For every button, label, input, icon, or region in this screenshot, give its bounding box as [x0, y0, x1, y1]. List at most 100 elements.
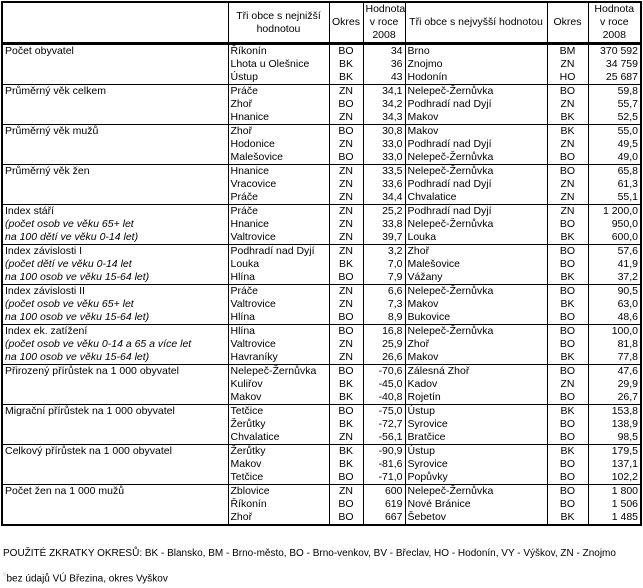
- low-district: BO: [328, 43, 364, 58]
- low-municipality: Hlína: [227, 271, 330, 285]
- low-value: 25,9: [362, 338, 406, 351]
- low-municipality: Práče: [227, 204, 330, 218]
- low-municipality: Říkonín: [227, 498, 330, 511]
- low-municipality: Práče: [227, 284, 330, 298]
- low-value: 34,3: [362, 111, 406, 125]
- low-value: 33,0: [362, 151, 406, 165]
- high-district: BK: [546, 298, 589, 311]
- high-district: BO: [546, 244, 589, 258]
- low-municipality: Práče: [227, 191, 330, 205]
- low-district: BK: [328, 58, 364, 71]
- indicator-label: Počet žen na 1 000 mužů: [1, 484, 229, 498]
- low-district: ZN: [328, 204, 364, 218]
- high-municipality: Šebetov: [404, 511, 548, 526]
- high-value: 49,5: [587, 138, 642, 151]
- indicator-description: [1, 378, 229, 391]
- low-value: 619: [362, 498, 406, 511]
- low-value: 8,9: [362, 311, 406, 325]
- high-value: 1 506: [587, 498, 642, 511]
- indicator-label: Index závislosti I: [1, 244, 229, 258]
- low-district: ZN: [328, 218, 364, 231]
- indicator-label: Index stáří: [1, 204, 229, 218]
- high-municipality: Syrovice: [404, 418, 548, 431]
- high-district: BK: [546, 404, 589, 418]
- low-value: 43: [362, 71, 406, 85]
- high-municipality: Podhradí nad Dyjí: [404, 138, 548, 151]
- table-row: Přirozený přírůstek na 1 000 obyvatel Nel…: [1, 364, 642, 378]
- high-district: BK: [546, 124, 589, 138]
- header-high-name: Tři obce s nejvyšší hodnotou: [404, 2, 548, 45]
- indicator-label: Migrační přírůstek na 1 000 obyvatel: [1, 404, 229, 418]
- low-district: BK: [328, 444, 364, 458]
- table-row: (počet osob ve věku 0-14 a 65 a více let…: [1, 338, 642, 351]
- high-district: BK: [546, 444, 589, 458]
- high-value: 1 800: [587, 484, 642, 498]
- low-municipality: Zblovice: [227, 484, 330, 498]
- low-district: BK: [328, 391, 364, 405]
- low-value: 34: [362, 43, 406, 58]
- table-row: na 100 dětí ve věku 0-14 let) Valtrovice Z…: [1, 231, 642, 245]
- high-value: 52,5: [587, 111, 642, 125]
- high-district: BO: [546, 258, 589, 271]
- table-row: Kuliřov BK -45,0 Kadov ZN 29,9: [1, 378, 642, 391]
- high-value: 950,0: [587, 218, 642, 231]
- high-municipality: Zhoř: [404, 338, 548, 351]
- low-value: 6,6: [362, 284, 406, 298]
- indicator-description: (počet osob ve věku 65+ let: [1, 218, 229, 231]
- indicator-description: [1, 511, 229, 526]
- header-low-name: Tři obce s nejnižší hodnotou: [227, 2, 330, 45]
- low-district: ZN: [328, 84, 364, 98]
- low-district: BO: [328, 404, 364, 418]
- low-value: 25,2: [362, 204, 406, 218]
- low-municipality: Hlína: [227, 311, 330, 325]
- high-municipality: Makov: [404, 111, 548, 125]
- low-municipality: Valtrovice: [227, 298, 330, 311]
- low-municipality: Malešovice: [227, 151, 330, 165]
- indicator-description: [1, 418, 229, 431]
- low-municipality: Práče: [227, 84, 330, 98]
- high-municipality: Nové Bránice: [404, 498, 548, 511]
- low-district: BO: [328, 124, 364, 138]
- low-district: ZN: [328, 431, 364, 445]
- table-row: Průměrný věk mužů Zhoř BO 30,8 Makov BK 55,0: [1, 124, 642, 138]
- low-value: 7,3: [362, 298, 406, 311]
- low-value: -75,0: [362, 404, 406, 418]
- high-district: BO: [546, 324, 589, 338]
- indicator-description: na 100 osob ve věku 15-64 let): [1, 271, 229, 285]
- high-value: 98,5: [587, 431, 642, 445]
- high-value: 25 687: [587, 71, 642, 85]
- high-district: ZN: [546, 178, 589, 191]
- high-municipality: Nelepeč-Žernůvka: [404, 151, 548, 165]
- header-high-district: Okres: [546, 2, 589, 45]
- table-row: (počet dětí ve věku 0-14 let Louka BK 7,0 Ma…: [1, 258, 642, 271]
- low-municipality: Chvalatice: [227, 431, 330, 445]
- high-district: BO: [546, 498, 589, 511]
- indicator-description: [1, 58, 229, 71]
- table-row: Chvalatice ZN -56,1 Bratčice BO 98,5: [1, 431, 642, 445]
- high-district: BO: [546, 418, 589, 431]
- low-value: 3,2: [362, 244, 406, 258]
- indicator-description: [1, 458, 229, 471]
- table-row: Průměrný věk žen Hnanice ZN 33,5 Nelepeč-Žer…: [1, 164, 642, 178]
- high-municipality: Syrovice: [404, 458, 548, 471]
- high-value: 49,0: [587, 151, 642, 165]
- table-row: na 100 osob ve věku 15-64 let) Hlína BO 7,9…: [1, 271, 642, 285]
- low-value: 33,8: [362, 218, 406, 231]
- indicator-description: [1, 498, 229, 511]
- low-value: -72,7: [362, 418, 406, 431]
- high-value: 55,0: [587, 124, 642, 138]
- low-value: -45,0: [362, 378, 406, 391]
- indicator-description: [1, 178, 229, 191]
- table-row: Vracovice ZN 33,6 Podhradí nad Dyjí ZN 61,3: [1, 178, 642, 191]
- indicator-description: [1, 138, 229, 151]
- high-value: 26,7: [587, 391, 642, 405]
- high-district: ZN: [546, 191, 589, 205]
- low-municipality: Zhoř: [227, 98, 330, 111]
- high-municipality: Znojmo: [404, 58, 548, 71]
- low-municipality: Vracovice: [227, 178, 330, 191]
- table-row: Index závislosti I Podhradí nad Dyjí ZN 3,2…: [1, 244, 642, 258]
- high-municipality: Vážany: [404, 271, 548, 285]
- low-municipality: Hlína: [227, 324, 330, 338]
- high-municipality: Zálesná Zhoř: [404, 364, 548, 378]
- indicator-description: [1, 391, 229, 405]
